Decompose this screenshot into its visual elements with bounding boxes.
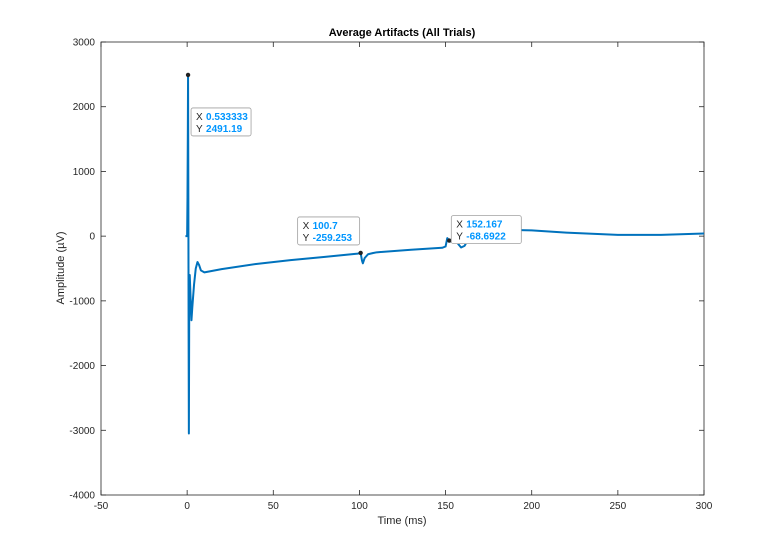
x-tick-label: 200	[523, 501, 540, 512]
y-tick-label: -2000	[69, 361, 95, 372]
x-tick-label: 150	[437, 501, 454, 512]
datatip-y-key: Y	[456, 232, 463, 243]
y-tick-label: 1000	[73, 167, 96, 178]
datatip-y-key: Y	[196, 124, 203, 135]
datatip-box[interactable]	[450, 215, 522, 244]
x-tick-label: 50	[268, 501, 280, 512]
datatip-x-value: 152.167	[466, 220, 503, 231]
datatip-marker[interactable]	[447, 238, 452, 243]
x-tick-label: 0	[184, 501, 190, 512]
y-axis-label: Amplitude (µV)	[55, 232, 67, 305]
chart-title: Average Artifacts (All Trials)	[329, 27, 476, 39]
datatip-y-key: Y	[303, 233, 310, 244]
x-axis-label: Time (ms)	[377, 515, 426, 527]
y-tick-label: -4000	[69, 491, 95, 502]
datatip-y-value: -259.253	[313, 233, 353, 244]
y-tick-label: -1000	[69, 296, 95, 307]
y-tick-label: 3000	[73, 38, 96, 49]
datatip-marker[interactable]	[185, 72, 191, 78]
y-tick-label: -3000	[69, 426, 95, 437]
x-tick-label: 300	[696, 501, 713, 512]
datatip-marker[interactable]	[358, 250, 363, 256]
x-tick-label: 250	[610, 501, 627, 512]
datatip-x-value: 100.7	[313, 221, 338, 232]
axes-box	[100, 41, 705, 496]
y-tick-label: 0	[89, 232, 95, 243]
datatip-box[interactable]	[190, 107, 252, 137]
y-tick-label: 2000	[73, 102, 96, 113]
datatip-x-value: 0.533333	[206, 112, 248, 123]
datatip-box[interactable]	[297, 216, 361, 246]
datatip-x-key: X	[456, 220, 463, 231]
datatip-x-key: X	[196, 112, 203, 123]
datatip-y-value: -68.6922	[466, 232, 506, 243]
datatip-x-key: X	[303, 221, 310, 232]
x-tick-label: -50	[94, 501, 109, 512]
x-tick-label: 100	[351, 501, 368, 512]
datatip-y-value: 2491.19	[206, 124, 243, 135]
